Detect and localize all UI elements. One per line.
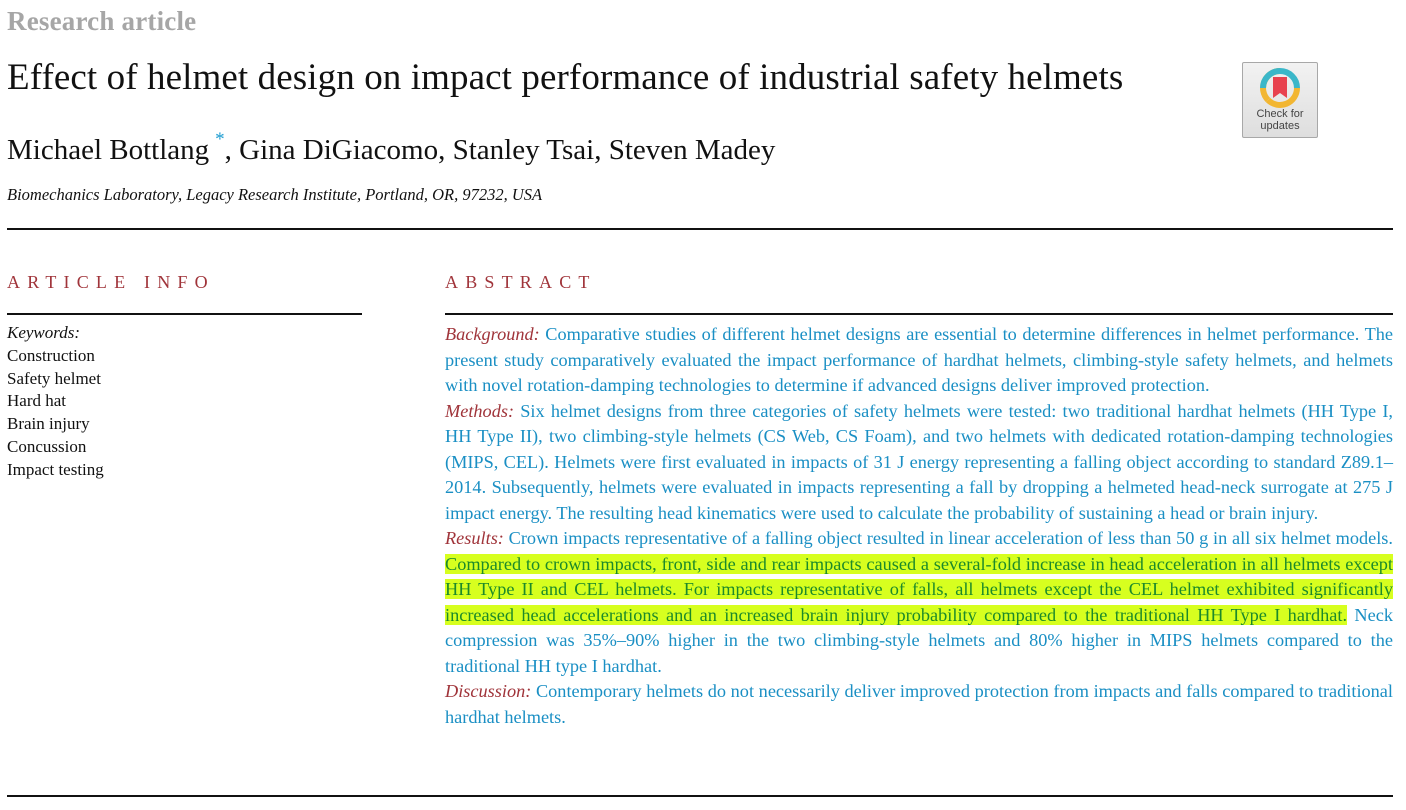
author-others[interactable]: , Gina DiGiacomo, Stanley Tsai, Steven M… — [224, 134, 776, 166]
crossmark-icon — [1260, 68, 1300, 108]
abstract-results: Results: Crown impacts representative of… — [445, 526, 1393, 679]
article-info-heading: ARTICLE INFO — [7, 272, 215, 292]
abstract-heading: ABSTRACT — [445, 272, 597, 292]
author-list: Michael Bottlang *, Gina DiGiacomo, Stanl… — [7, 129, 775, 167]
check-updates-line2: updates — [1260, 120, 1300, 132]
article-title: Effect of helmet design on impact perfor… — [7, 57, 1124, 98]
check-updates-line1: Check for — [1256, 108, 1304, 120]
affiliation: Biomechanics Laboratory, Legacy Research… — [7, 185, 543, 204]
keyword-item: Hard hat — [7, 391, 67, 411]
keyword-item: Concussion — [7, 436, 87, 456]
keywords-block: Keywords: Construction Safety helmet Har… — [7, 322, 104, 482]
abstract-divider — [445, 313, 1393, 315]
results-text-after: Neck compression was 35%–90% higher in t… — [445, 604, 1393, 676]
keyword-item: Impact testing — [7, 459, 104, 479]
abstract-methods: Methods: Six helmet designs from three c… — [445, 399, 1393, 527]
check-for-updates-button[interactable]: Check for updates — [1242, 62, 1318, 138]
results-text: Crown impacts representative of a fallin… — [503, 528, 1393, 548]
abstract-background: Background: Comparative studies of diffe… — [445, 322, 1393, 399]
results-highlighted-text[interactable]: Compared to crown impacts, front, side a… — [445, 553, 1393, 625]
keywords-label: Keywords: — [7, 323, 81, 342]
keyword-item: Brain injury — [7, 414, 90, 434]
background-label: Background: — [445, 324, 540, 344]
discussion-label: Discussion: — [445, 681, 532, 701]
author-first[interactable]: Michael Bottlang — [7, 134, 210, 166]
abstract-discussion: Discussion: Contemporary helmets do not … — [445, 679, 1393, 730]
results-label: Results: — [445, 528, 504, 548]
footer-divider — [7, 795, 1393, 797]
discussion-text: Contemporary helmets do not necessarily … — [445, 681, 1393, 727]
methods-label: Methods: — [445, 400, 515, 421]
keyword-item: Safety helmet — [7, 368, 101, 388]
header-divider — [7, 228, 1393, 230]
methods-text: Six helmet designs from three categories… — [445, 400, 1393, 523]
background-text: Comparative studies of different helmet … — [445, 324, 1393, 395]
abstract-body: Background: Comparative studies of diffe… — [445, 322, 1393, 730]
corresponding-author-marker[interactable]: * — [215, 129, 225, 150]
article-type-label: Research article — [7, 6, 197, 36]
keyword-item: Construction — [7, 345, 95, 365]
article-info-divider — [7, 313, 362, 315]
